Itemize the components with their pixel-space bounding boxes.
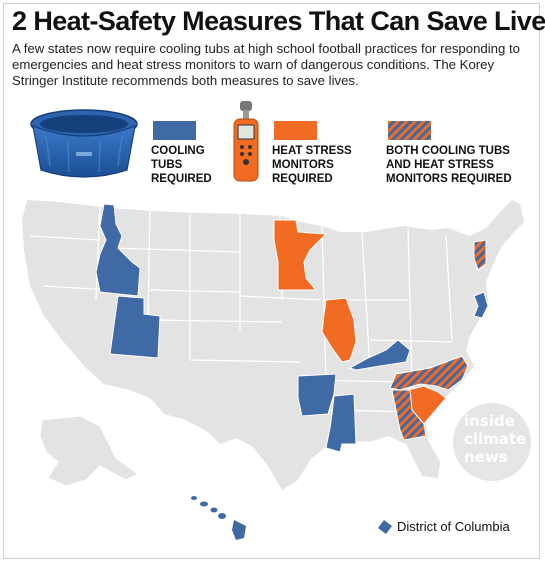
dc-label: District of Columbia bbox=[397, 519, 510, 534]
state-kentucky bbox=[348, 339, 411, 371]
state-idaho bbox=[95, 203, 141, 297]
chart-title: 2 Heat-Safety Measures That Can Save Liv… bbox=[12, 6, 545, 36]
legend-label-monitors: HEAT STRESS MONITORS REQUIRED bbox=[272, 145, 352, 185]
state-mississippi bbox=[325, 393, 357, 453]
legend-swatch-both bbox=[388, 121, 431, 140]
watermark-text-1: inside bbox=[464, 412, 515, 430]
state-vermont bbox=[473, 239, 487, 271]
state-illinois bbox=[321, 297, 357, 363]
state-minnesota bbox=[273, 219, 328, 291]
legend-swatch-monitors bbox=[274, 121, 317, 140]
watermark-circle bbox=[453, 403, 531, 481]
state-arkansas bbox=[297, 373, 337, 417]
legend-swatch-cooling bbox=[153, 121, 196, 140]
watermark-text-2: climate bbox=[464, 430, 527, 448]
dc-marker-icon bbox=[378, 520, 392, 534]
state-hawaii bbox=[191, 496, 246, 540]
state-utah bbox=[109, 295, 161, 359]
state-georgia bbox=[391, 389, 427, 441]
state-alaska bbox=[39, 415, 139, 487]
state-new-jersey bbox=[473, 291, 489, 319]
legend-label-cooling: COOLING TUBS REQUIRED bbox=[151, 145, 212, 185]
cooling-tub-illustration bbox=[30, 109, 138, 178]
heat-stress-monitor-illustration bbox=[233, 101, 259, 182]
graphic-frame bbox=[3, 3, 540, 559]
state-north-carolina bbox=[389, 355, 469, 391]
chart-subtitle: A few states now require cooling tubs at… bbox=[12, 41, 521, 88]
watermark-text-3: news bbox=[464, 448, 508, 466]
legend-label-both: BOTH COOLING TUBS AND HEAT STRESS MONITO… bbox=[386, 145, 512, 185]
